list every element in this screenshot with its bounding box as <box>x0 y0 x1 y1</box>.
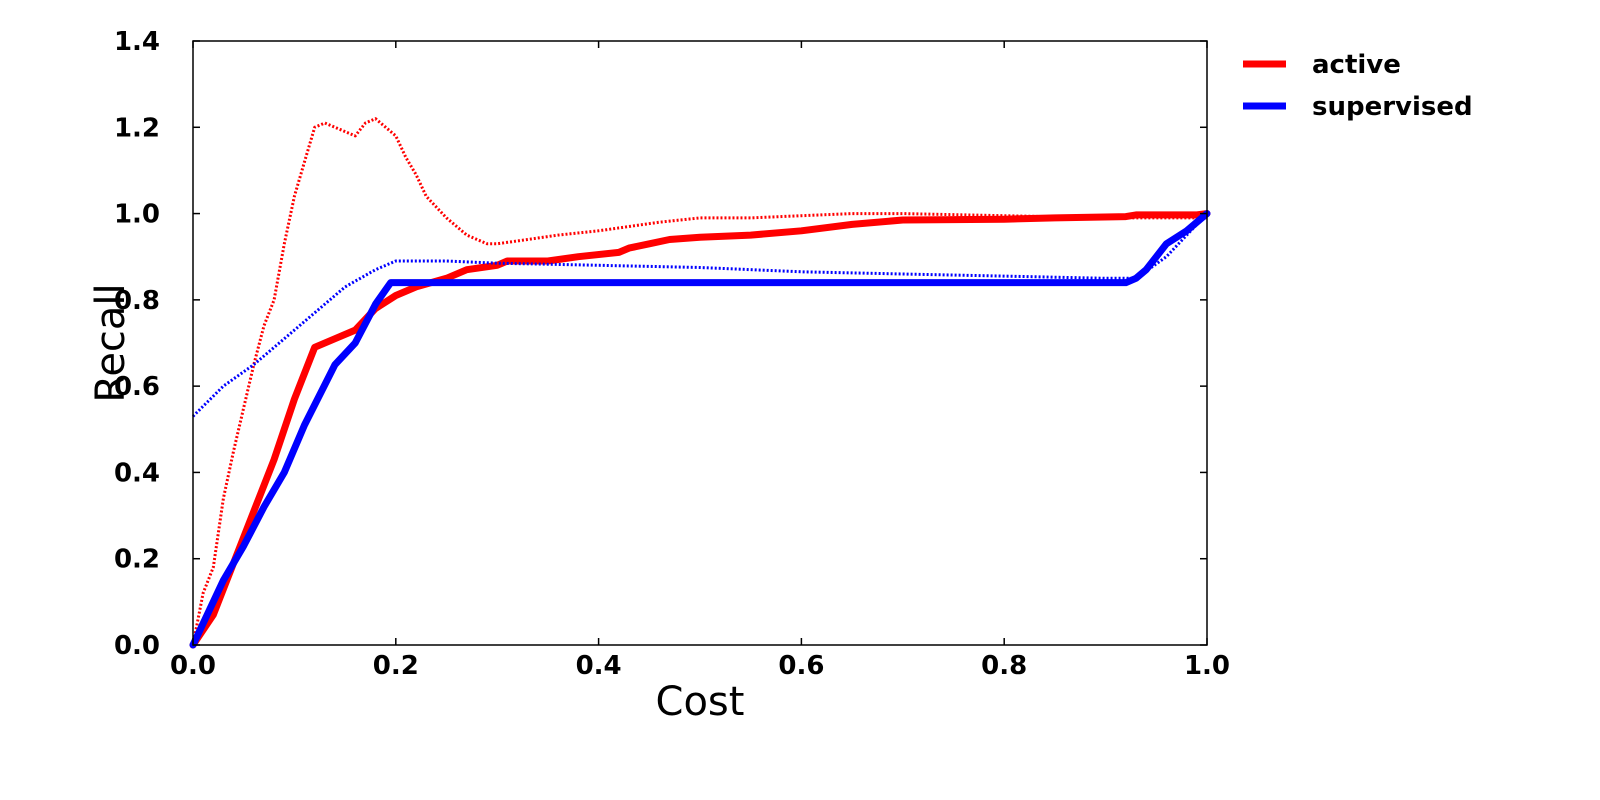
series-3-dotted-line <box>191 212 1209 418</box>
supervised-line <box>189 210 1211 649</box>
y-tick-label: 1.2 <box>114 113 160 143</box>
active-line <box>189 210 1211 649</box>
legend-label-active: active <box>1312 50 1401 80</box>
plot-area-frame <box>192 40 1208 646</box>
x-tick-label: 0.6 <box>778 651 824 681</box>
y-tick-label: 1.0 <box>114 200 160 230</box>
series-1-dotted-line <box>191 117 1207 646</box>
x-tick-label: 1.0 <box>1184 651 1230 681</box>
legend: active supervised <box>1243 50 1473 122</box>
y-tick-label: 0.6 <box>114 372 160 402</box>
x-axis-title: Cost <box>656 679 745 725</box>
y-tick-label: 0.8 <box>114 286 160 316</box>
y-tick-label: 1.4 <box>114 27 160 57</box>
y-tick-label: 0.0 <box>114 631 160 661</box>
x-tick-label: 0.8 <box>981 651 1027 681</box>
y-tick-label: 0.2 <box>114 545 160 575</box>
x-tick-label: 0.2 <box>373 651 419 681</box>
y-axis-title: Recall <box>88 283 134 402</box>
x-tick-label: 0.4 <box>576 651 622 681</box>
x-tick-label: 0.0 <box>170 651 216 681</box>
y-tick-label: 0.4 <box>114 458 160 488</box>
axis-ticks: 0.0 0.2 0.4 0.6 0.8 1.0 0.0 0.2 0.4 0.6 0.8 1.0 1.2 1… <box>114 27 1230 681</box>
legend-label-supervised: supervised <box>1312 92 1473 122</box>
series-layer <box>189 117 1211 649</box>
